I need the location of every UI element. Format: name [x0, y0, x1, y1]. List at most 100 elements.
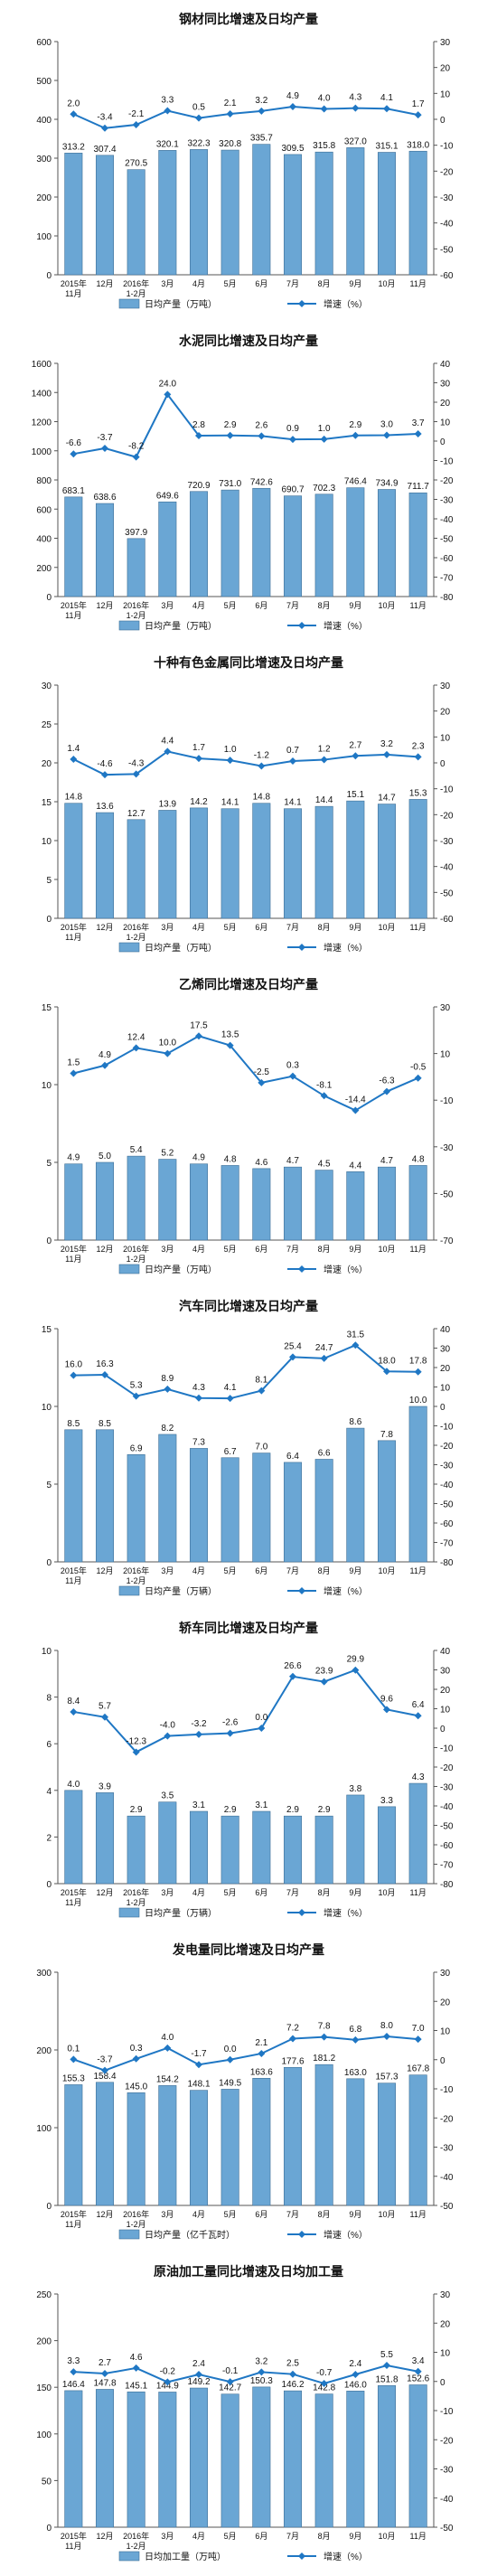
right-tick-label: -20 — [440, 476, 454, 486]
x-tick-label: 2015年 11月 — [61, 278, 87, 298]
line-value-label: 7.8 — [318, 2022, 331, 2032]
x-tick-label: 11月 — [409, 1245, 426, 1254]
bar — [408, 799, 427, 919]
bar-value-label: 5.4 — [130, 1145, 143, 1155]
legend-bar-label: 日均产量（万辆） — [145, 1585, 217, 1597]
line-value-label: -1.2 — [254, 750, 270, 760]
line-value-label: -4.6 — [97, 759, 113, 769]
legend-line-label: 增速（%） — [324, 1907, 368, 1919]
line-value-label: 3.4 — [412, 2356, 425, 2366]
x-tick-label: 4月 — [192, 1888, 205, 1897]
bar — [189, 2387, 209, 2528]
line-point — [352, 431, 360, 439]
x-tick-label: 4月 — [192, 1245, 205, 1254]
bar — [64, 1163, 83, 1241]
right-tick-label: 0 — [440, 759, 445, 769]
line-value-label: 0.0 — [255, 1713, 267, 1723]
x-tick-label: 8月 — [318, 1566, 331, 1575]
bar-value-label: 3.3 — [380, 1796, 393, 1806]
line-value-label: 2.7 — [349, 740, 361, 750]
bar-value-label: 145.0 — [125, 2082, 147, 2092]
line-value-label: -3.7 — [97, 433, 113, 443]
line-value-label: 2.1 — [255, 2038, 267, 2048]
bar-value-label: 318.0 — [407, 140, 429, 150]
bar — [127, 1155, 145, 1241]
right-tick-label: -50 — [440, 1822, 454, 1832]
bar — [377, 1806, 397, 1885]
line-point — [132, 2054, 140, 2063]
bar — [408, 2384, 427, 2528]
bar-value-label: 144.9 — [156, 2381, 179, 2391]
right-tick-label: 0 — [440, 2056, 445, 2066]
x-tick-label: 10月 — [378, 1566, 395, 1575]
left-tick-label: 8 — [46, 1694, 52, 1704]
bar — [95, 2389, 115, 2528]
line-point — [101, 2370, 108, 2378]
x-tick-label: 6月 — [255, 1566, 267, 1575]
chart-3: 十种有色金属同比增速及日均产量 0 5 10 15 20 25 30 -60 -50 -40 -30 -… — [42, 655, 454, 954]
x-tick-label: 10月 — [378, 1888, 395, 1897]
legend-bar-label: 日均加工量（万吨） — [145, 2551, 226, 2562]
bar — [220, 2089, 239, 2206]
bar-value-label: 157.3 — [375, 2073, 398, 2082]
right-tick-label: -10 — [440, 2407, 454, 2417]
x-tick-label: 2016年 1-2月 — [123, 600, 149, 620]
line-value-label: 3.2 — [255, 96, 267, 106]
chart-title: 汽车同比增速及日均产量 — [179, 1299, 318, 1313]
x-tick-label: 3月 — [161, 279, 173, 288]
right-tick-label: -60 — [440, 1841, 454, 1851]
left-tick-label: 0 — [46, 1236, 52, 1246]
line-value-label: 8.4 — [67, 1697, 80, 1706]
line-value-label: 4.9 — [98, 1050, 111, 1060]
left-tick-label: 20 — [42, 759, 52, 769]
line-point — [164, 1732, 172, 1740]
right-tick-label: -20 — [440, 2114, 454, 2124]
line-point — [195, 2061, 202, 2069]
left-tick-label: 100 — [36, 232, 52, 242]
left-tick-label: 6 — [46, 1740, 52, 1750]
right-tick-label: 20 — [440, 64, 451, 74]
bar-value-label: 3.1 — [255, 1800, 267, 1810]
x-tick-label: 2016年 1-2月 — [123, 922, 149, 942]
line-value-label: -0.2 — [160, 2366, 176, 2376]
bar-value-label: 7.3 — [192, 1437, 205, 1447]
left-tick-label: 30 — [42, 682, 52, 691]
x-tick-label: 8月 — [318, 2210, 331, 2219]
x-tick-label: 11月 — [409, 1888, 426, 1897]
line-point — [226, 1729, 234, 1737]
bar-value-label: 638.6 — [93, 493, 116, 503]
right-tick-label: 30 — [440, 380, 451, 390]
x-tick-label: 2015年 11月 — [61, 2531, 87, 2551]
chart-title: 乙烯同比增速及日均产量 — [179, 977, 318, 992]
bar — [127, 819, 145, 919]
bar-value-label: 3.5 — [161, 1791, 173, 1801]
legend-bar-swatch — [118, 1907, 140, 1918]
legend-line-marker — [298, 1587, 305, 1594]
bar — [377, 1440, 397, 1563]
line-value-label: 1.7 — [412, 99, 425, 109]
legend-line-label: 增速（%） — [324, 1264, 368, 1275]
left-tick-label: 400 — [36, 535, 52, 545]
bar-value-label: 6.6 — [318, 1448, 331, 1458]
line-value-label: 4.4 — [161, 736, 173, 746]
line-value-label: 3.0 — [380, 420, 393, 430]
bar-value-label: 2.9 — [224, 1805, 237, 1815]
right-tick-label: 30 — [440, 1345, 451, 1355]
line-value-label: -4.0 — [160, 1721, 176, 1731]
bar — [127, 2391, 145, 2528]
left-tick-label: 1600 — [32, 360, 52, 370]
x-tick-label: 8月 — [318, 923, 331, 932]
line-value-label: 1.0 — [224, 745, 237, 755]
line-value-label: 31.5 — [347, 1330, 365, 1340]
growth-line — [73, 2364, 418, 2385]
right-tick-label: -70 — [440, 1539, 454, 1549]
line-point — [320, 756, 328, 764]
left-tick-label: 300 — [36, 155, 52, 165]
bar-value-label: 731.0 — [219, 479, 241, 489]
bar-value-label: 2.9 — [286, 1805, 299, 1815]
bar-value-label: 270.5 — [125, 159, 147, 169]
line-value-label: 16.0 — [65, 1360, 83, 1370]
x-tick-label: 4月 — [192, 1566, 205, 1575]
left-tick-label: 10 — [42, 837, 52, 847]
chart-7: 发电量同比增速及日均产量 0 100 200 300 -50 -40 -30 -20 -10 0 10… — [36, 1942, 454, 2241]
